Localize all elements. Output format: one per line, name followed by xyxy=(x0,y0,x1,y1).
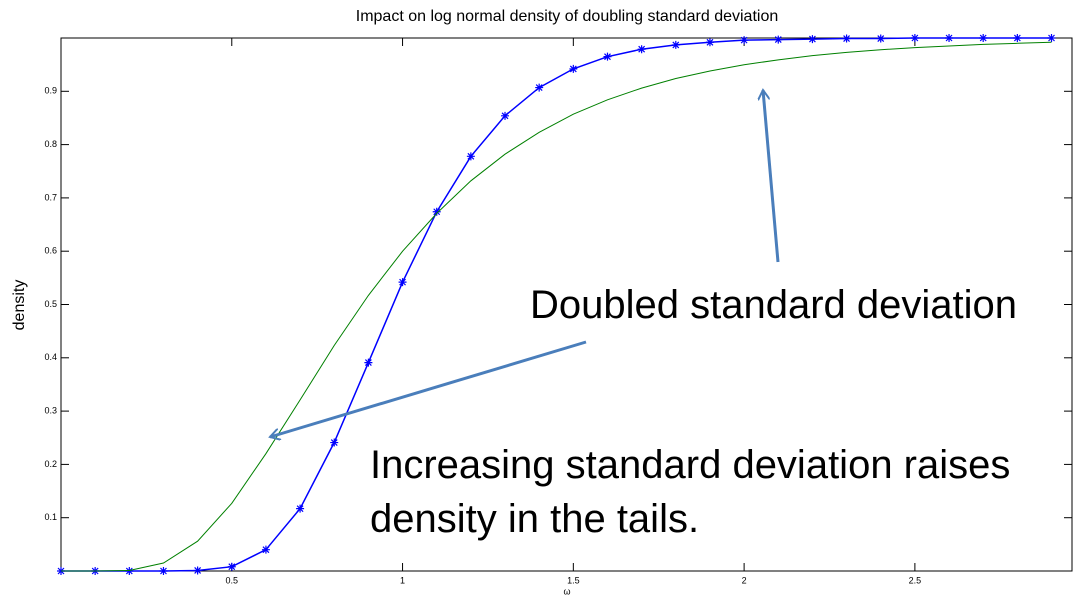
x-tick-label: 2 xyxy=(742,575,747,585)
point-marker xyxy=(603,52,612,61)
point-marker xyxy=(569,64,578,73)
point-marker xyxy=(364,358,373,367)
point-marker xyxy=(945,34,954,42)
y-axis-label: density xyxy=(11,280,28,331)
point-marker xyxy=(193,566,202,575)
x-tick-label: 1 xyxy=(400,575,405,585)
point-marker xyxy=(466,152,475,161)
point-marker xyxy=(637,45,646,54)
y-tick-label: 0.7 xyxy=(44,192,57,202)
x-tick-label: 2.5 xyxy=(909,575,922,585)
point-marker xyxy=(671,40,680,49)
point-marker xyxy=(705,38,714,47)
point-marker xyxy=(159,567,168,575)
point-marker xyxy=(808,35,817,44)
point-marker xyxy=(432,207,441,216)
point-marker xyxy=(296,504,305,513)
annotation: Doubled standard deviation xyxy=(530,283,1017,327)
point-marker xyxy=(876,34,885,43)
x-tick-label: 1.5 xyxy=(567,575,580,585)
point-marker xyxy=(398,278,407,287)
point-marker xyxy=(1013,34,1022,42)
arrow xyxy=(270,340,587,437)
point-marker xyxy=(330,438,339,447)
annotation: Increasing standard deviation raises xyxy=(370,443,1010,487)
point-marker xyxy=(910,34,919,42)
point-marker xyxy=(740,36,749,45)
point-marker xyxy=(501,111,510,120)
point-marker xyxy=(261,545,270,554)
point-marker xyxy=(774,35,783,44)
point-marker xyxy=(979,34,988,42)
y-tick-label: 0.3 xyxy=(44,405,57,415)
plot-area: 0.5 1 1.5 2 2.5 0.1 0.2 0.3 0.4 0.5 0.6 0.7 0.8 0.9 xyxy=(44,34,1072,585)
y-tick-label: 0.6 xyxy=(44,246,57,256)
point-marker xyxy=(535,83,544,92)
point-marker xyxy=(842,34,851,43)
y-tick-label: 0.4 xyxy=(44,352,57,362)
chart-title: Impact on log normal density of doubling… xyxy=(356,8,778,25)
y-tick-label: 0.2 xyxy=(44,459,57,469)
y-tick-label: 0.8 xyxy=(44,139,57,149)
annotation: density in the tails. xyxy=(370,497,699,541)
y-tick-label: 0.1 xyxy=(44,512,57,522)
series-line xyxy=(61,37,1052,572)
point-marker xyxy=(1047,34,1056,42)
x-axis-label: ω xyxy=(563,586,570,596)
point-marker xyxy=(227,562,236,571)
series-line xyxy=(61,41,1052,572)
x-tick-label: 0.5 xyxy=(226,575,239,585)
y-tick-label: 0.5 xyxy=(44,299,57,309)
y-tick-label: 0.9 xyxy=(44,86,57,96)
point-marker xyxy=(125,567,134,575)
arrow xyxy=(763,90,780,263)
